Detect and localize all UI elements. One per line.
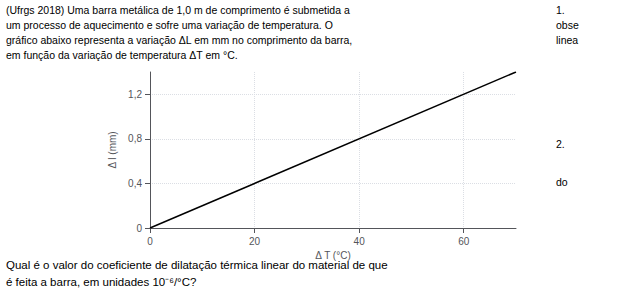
svg-text:0: 0 — [147, 236, 153, 247]
svg-text:obse: obse — [556, 19, 579, 31]
svg-text:gráfico abaixo representa a va: gráfico abaixo representa a variação ΔL … — [6, 34, 352, 46]
svg-text:Δ T (°C): Δ T (°C) — [315, 250, 351, 261]
svg-text:Δ l (mm): Δ l (mm) — [107, 131, 118, 168]
svg-text:é feita a barra, em unidades 1: é feita a barra, em unidades 10⁻⁶/°C? — [6, 276, 196, 288]
svg-text:2.: 2. — [556, 138, 565, 150]
svg-text:(Ufrgs 2018) Uma barra metálic: (Ufrgs 2018) Uma barra metálica de 1,0 m… — [6, 4, 350, 16]
svg-text:linea: linea — [556, 34, 578, 46]
svg-text:0,8: 0,8 — [128, 133, 142, 144]
svg-text:60: 60 — [458, 236, 470, 247]
svg-text:1,2: 1,2 — [128, 89, 142, 100]
svg-text:0: 0 — [136, 223, 142, 234]
svg-text:Qual é o valor do coeficiente: Qual é o valor do coeficiente de dilataç… — [6, 259, 388, 271]
svg-text:40: 40 — [354, 236, 366, 247]
svg-text:20: 20 — [249, 236, 261, 247]
svg-text:em função da variação de tempe: em função da variação de temperatura ΔT … — [6, 49, 238, 61]
svg-text:um processo de aquecimento e s: um processo de aquecimento e sofre uma v… — [6, 19, 333, 31]
svg-text:0,4: 0,4 — [128, 178, 142, 189]
svg-text:do: do — [556, 176, 568, 188]
svg-text:1.: 1. — [556, 4, 565, 16]
